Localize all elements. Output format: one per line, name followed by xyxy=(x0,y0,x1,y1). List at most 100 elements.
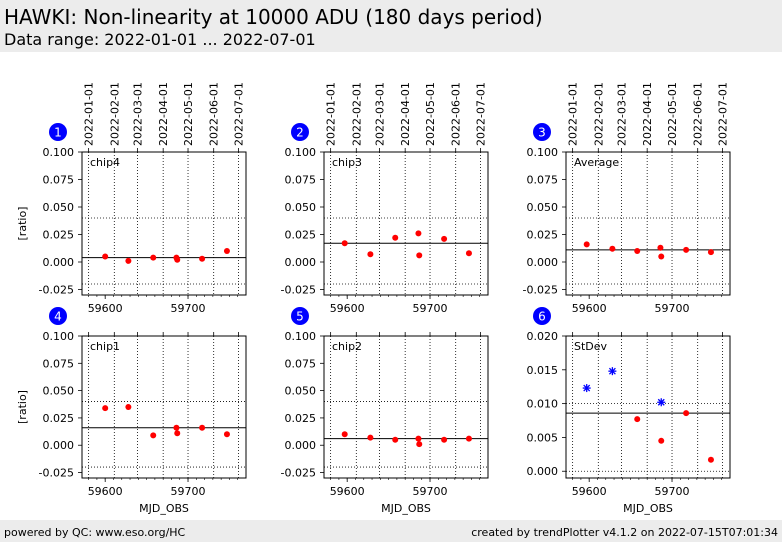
footer-powered-by: powered by QC: www.eso.org/HC xyxy=(4,526,186,539)
data-point xyxy=(707,249,714,256)
y-axis-label: [ratio] xyxy=(16,390,29,424)
panel-number: 2 xyxy=(296,126,304,140)
footer: powered by QC: www.eso.org/HC created by… xyxy=(0,520,782,542)
y-tick-label: 0.050 xyxy=(285,385,317,398)
data-point xyxy=(658,253,665,260)
y-tick-label: 0.075 xyxy=(527,174,559,187)
y-tick-label: 0.050 xyxy=(527,201,559,214)
data-point-star xyxy=(582,384,591,393)
y-tick-label: 0.075 xyxy=(43,357,75,370)
data-point xyxy=(465,250,472,257)
top-date-label: 2022-04-01 xyxy=(157,82,170,146)
y-tick-label: 0.100 xyxy=(285,330,317,343)
data-point xyxy=(415,435,422,442)
x-tick-label: 59700 xyxy=(655,302,690,315)
top-date-label: 2022-06-01 xyxy=(450,82,463,146)
data-point xyxy=(367,434,374,441)
footer-created-by: created by trendPlotter v4.1.2 on 2022-0… xyxy=(471,526,778,539)
data-point xyxy=(415,230,422,237)
data-point xyxy=(174,256,181,263)
panel-3: 0.100 0.075 0.050 0.025 0.000 -0.025 59600 5970… xyxy=(523,82,731,315)
y-tick-label: 0.020 xyxy=(527,330,559,343)
y-tick-label: 0.050 xyxy=(285,201,317,214)
data-point xyxy=(392,436,399,443)
data-point xyxy=(367,251,374,258)
top-date-label: 2022-03-01 xyxy=(373,82,386,146)
y-tick-label: -0.025 xyxy=(281,467,316,480)
y-tick-label: -0.025 xyxy=(39,467,74,480)
panel-1: 0.100 0.075 0.050 0.025 0.000 -0.025 59600 5970… xyxy=(16,82,247,315)
top-date-label: 2022-05-01 xyxy=(666,82,679,146)
x-tick-label: 59700 xyxy=(413,485,448,498)
y-tick-label: 0.005 xyxy=(527,431,559,444)
data-point xyxy=(125,404,132,410)
panel-label: chip3 xyxy=(332,156,362,169)
x-axis-label: MJD_OBS xyxy=(381,502,431,515)
data-point xyxy=(441,436,448,443)
top-date-label: 2022-07-01 xyxy=(233,82,246,146)
top-date-label: 2022-03-01 xyxy=(131,82,144,146)
x-tick-label: 59600 xyxy=(330,485,365,498)
data-point xyxy=(634,416,641,423)
top-date-label: 2022-02-01 xyxy=(592,82,605,146)
top-date-label: 2022-04-01 xyxy=(641,82,654,146)
top-date-label: 2022-01-01 xyxy=(83,82,96,146)
page-subtitle: Data range: 2022-01-01 ... 2022-07-01 xyxy=(4,30,316,49)
y-tick-label: -0.025 xyxy=(523,284,558,297)
panel-label: Average xyxy=(574,156,619,169)
top-date-label: 2022-06-01 xyxy=(692,82,705,146)
y-tick-label: 0.100 xyxy=(43,330,75,343)
y-tick-label: 0.075 xyxy=(43,174,75,187)
y-tick-label: 0.100 xyxy=(43,146,75,159)
x-tick-label: 59700 xyxy=(413,302,448,315)
panel-number: 4 xyxy=(54,310,62,324)
data-point xyxy=(173,424,180,431)
data-point xyxy=(441,235,448,242)
y-tick-label: 0.100 xyxy=(527,146,559,159)
y-tick-label: 0.100 xyxy=(285,146,317,159)
y-tick-label: 0.000 xyxy=(527,256,559,269)
panel-6: 0.020 0.015 0.010 0.005 0.000 59600 59700 StDev… xyxy=(527,307,731,515)
data-point xyxy=(341,431,348,438)
x-axis-label: MJD_OBS xyxy=(139,502,189,515)
y-tick-label: 0.000 xyxy=(43,439,75,452)
data-point xyxy=(102,253,109,260)
x-tick-label: 59600 xyxy=(330,302,365,315)
panel-5: 0.100 0.075 0.050 0.025 0.000 -0.025 59600 5970… xyxy=(281,307,489,515)
data-point xyxy=(102,405,109,412)
top-date-label: 2022-07-01 xyxy=(475,82,488,146)
panel-4: 0.100 0.075 0.050 0.025 0.000 -0.025 59600 5970… xyxy=(16,307,247,515)
data-point-star xyxy=(608,367,617,376)
data-point xyxy=(199,255,206,262)
x-tick-label: 59600 xyxy=(572,302,607,315)
y-tick-label: 0.050 xyxy=(43,201,75,214)
top-date-label: 2022-05-01 xyxy=(182,82,195,146)
plot-frame xyxy=(81,335,247,479)
plot-frame xyxy=(323,151,489,296)
panel-number: 6 xyxy=(538,310,546,324)
data-point xyxy=(707,456,714,463)
page-title: HAWKI: Non-linearity at 10000 ADU (180 d… xyxy=(4,5,543,29)
top-date-label: 2022-02-01 xyxy=(108,82,121,146)
panel-number-badge xyxy=(533,123,551,141)
y-tick-label: 0.000 xyxy=(527,465,559,478)
y-tick-label: 0.025 xyxy=(43,412,75,425)
panel-label: StDev xyxy=(574,340,608,353)
top-date-label: 2022-02-01 xyxy=(350,82,363,146)
panel-label: chip2 xyxy=(332,340,362,353)
panel-2: 0.100 0.075 0.050 0.025 0.000 -0.025 59600 5970… xyxy=(281,82,489,315)
panel-number-badge xyxy=(291,123,309,141)
y-tick-label: 0.025 xyxy=(285,412,317,425)
data-point xyxy=(199,424,206,431)
x-tick-label: 59600 xyxy=(572,485,607,498)
x-axis-label: MJD_OBS xyxy=(623,502,673,515)
y-tick-label: -0.025 xyxy=(281,284,316,297)
data-point xyxy=(416,441,423,448)
plot-frame xyxy=(565,151,731,296)
panel-number: 5 xyxy=(296,310,304,324)
data-point xyxy=(392,234,399,241)
data-point xyxy=(416,252,423,259)
panel-label: chip1 xyxy=(90,340,120,353)
y-tick-label: 0.075 xyxy=(285,357,317,370)
